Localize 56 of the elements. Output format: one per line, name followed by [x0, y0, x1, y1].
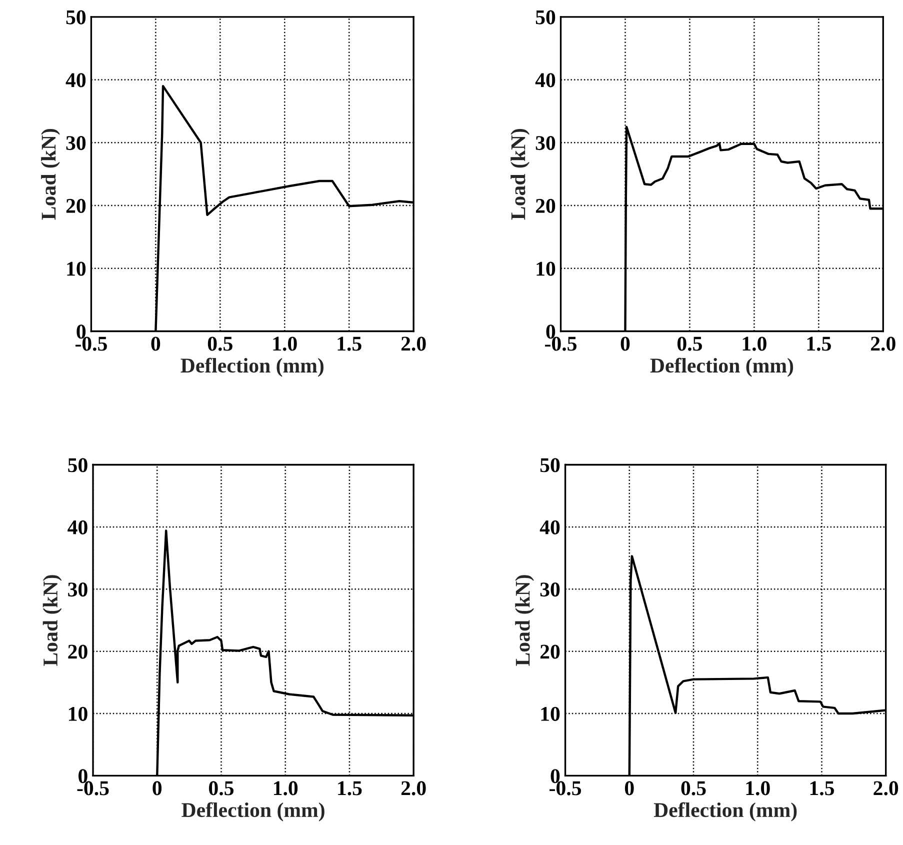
- x-tick-label: 2.0: [401, 781, 426, 796]
- y-tick-label: 50: [66, 10, 86, 24]
- y-tick-label: 30: [68, 582, 88, 597]
- y-tick-label: 40: [540, 520, 560, 534]
- x-tick-label: 0.5: [208, 336, 232, 351]
- x-tick-label: 0: [620, 336, 630, 351]
- x-tick-label: 0.5: [677, 336, 702, 351]
- y-tick-label: 50: [536, 10, 556, 24]
- y-tick-label: 30: [536, 136, 556, 150]
- x-tick-label: -0.5: [75, 336, 107, 351]
- x-tick-label: 0: [152, 781, 162, 796]
- y-tick-label: 20: [536, 198, 556, 213]
- x-tick-label: 1.5: [810, 781, 834, 796]
- x-axis-title: Deflection (mm): [650, 358, 794, 377]
- y-tick-label: 20: [68, 644, 88, 659]
- y-tick-label: 10: [67, 262, 86, 276]
- y-tick-label: 10: [68, 706, 88, 721]
- y-tick-label: 0: [546, 324, 556, 339]
- y-axis-title: Load (kN): [515, 575, 534, 666]
- y-tick-label: 0: [76, 324, 86, 339]
- y-tick-label: 20: [540, 644, 560, 659]
- y-tick-label: 0: [550, 769, 560, 784]
- x-axis-title: Deflection (mm): [180, 358, 324, 377]
- y-tick-label: 50: [540, 458, 560, 472]
- y-tick-label: 40: [68, 520, 88, 534]
- x-tick-label: -0.5: [545, 336, 576, 351]
- y-tick-label: 10: [541, 706, 560, 721]
- x-tick-label: 1.0: [274, 781, 298, 796]
- y-tick-label: 40: [535, 73, 556, 88]
- y-tick-label: 40: [66, 73, 86, 88]
- x-axis-title: Deflection (mm): [182, 802, 324, 822]
- y-tick-label: 50: [68, 458, 88, 472]
- x-tick-label: 0: [624, 781, 634, 796]
- y-tick-label: 10: [536, 262, 556, 276]
- y-axis-title: Load (kN): [41, 128, 60, 220]
- x-tick-label: -0.5: [550, 781, 582, 796]
- x-tick-label: 1.0: [742, 336, 766, 351]
- x-tick-label: 1.5: [807, 336, 831, 351]
- x-tick-label: -0.5: [77, 781, 109, 796]
- x-tick-label: 1.5: [338, 781, 362, 796]
- x-tick-label: 2.0: [401, 336, 426, 351]
- x-tick-label: 0.5: [209, 781, 234, 796]
- x-axis-title: Deflection (mm): [654, 802, 797, 822]
- y-axis-title: Load (kN): [42, 575, 62, 666]
- x-tick-label: 1.0: [273, 336, 297, 351]
- x-tick-label: 2.0: [870, 336, 896, 351]
- x-tick-label: 2.0: [874, 781, 898, 796]
- y-tick-label: 30: [66, 136, 86, 150]
- y-tick-label: 0: [78, 769, 88, 784]
- x-tick-label: 1.0: [746, 781, 770, 796]
- y-tick-label: 30: [540, 582, 560, 597]
- x-tick-label: 0.5: [681, 781, 706, 796]
- x-tick-label: 1.5: [338, 336, 362, 351]
- x-tick-label: 0: [151, 336, 160, 351]
- y-tick-label: 20: [66, 198, 86, 213]
- y-axis-title: Load (kN): [510, 128, 530, 220]
